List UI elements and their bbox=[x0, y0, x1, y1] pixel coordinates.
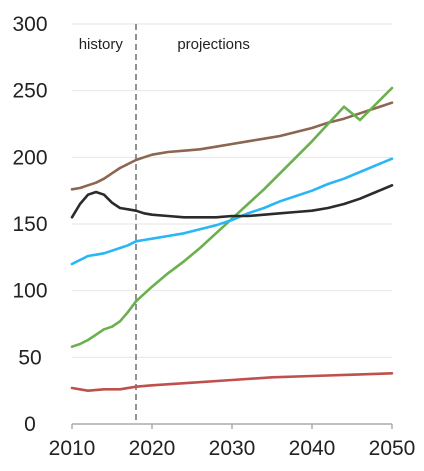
x-tick-label: 2010 bbox=[49, 437, 96, 460]
x-tick-label: 2030 bbox=[209, 437, 256, 460]
x-tick-label: 2020 bbox=[129, 437, 176, 460]
x-tick-labels: 2010 2020 2030 2040 2050 bbox=[49, 437, 416, 460]
y-tick-labels: 0 50 100 150 200 250 300 bbox=[12, 13, 47, 436]
annotations: history projections bbox=[79, 36, 250, 53]
axes bbox=[71, 423, 393, 429]
y-tick-label: 250 bbox=[12, 80, 47, 103]
x-tick-label: 2040 bbox=[289, 437, 336, 460]
series-line-2 bbox=[70, 86, 394, 349]
x-tick-label: 2050 bbox=[369, 437, 416, 460]
y-tick-label: 100 bbox=[12, 280, 47, 303]
y-tick-label: 300 bbox=[12, 13, 47, 36]
series-line-5 bbox=[70, 371, 394, 393]
y-tick-label: 50 bbox=[18, 346, 41, 369]
annotation-label: projections bbox=[177, 36, 250, 53]
series-line-3 bbox=[70, 157, 394, 266]
y-tick-label: 150 bbox=[12, 213, 47, 236]
series-lines bbox=[70, 86, 394, 393]
gridlines bbox=[72, 23, 392, 358]
y-tick-label: 0 bbox=[24, 413, 36, 436]
series-line-1 bbox=[70, 101, 394, 191]
series-line-4 bbox=[70, 184, 394, 219]
y-tick-label: 200 bbox=[12, 146, 47, 169]
annotation-label: history bbox=[79, 36, 124, 53]
